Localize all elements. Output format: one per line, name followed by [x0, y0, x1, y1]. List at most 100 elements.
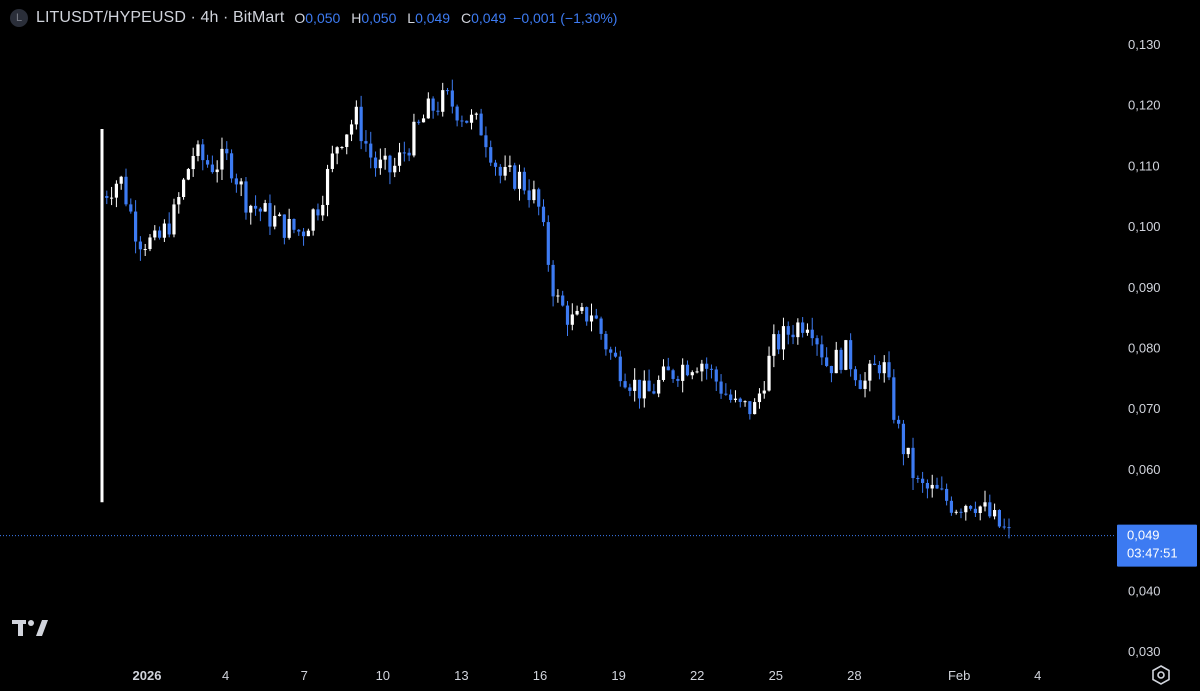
candle [479, 108, 483, 136]
candle [925, 479, 930, 499]
x-tick-label: 22 [690, 668, 704, 683]
candle [570, 303, 574, 331]
candle [1002, 518, 1006, 530]
candle [513, 162, 517, 191]
candle [613, 346, 618, 358]
candle [301, 227, 306, 246]
candle [445, 87, 450, 95]
candle [287, 208, 291, 240]
y-tick-label: 0,060 [1128, 462, 1161, 477]
candle [196, 140, 200, 162]
candle [863, 372, 867, 398]
candle [503, 155, 507, 181]
x-tick-label: 4 [1034, 668, 1041, 683]
candle [748, 401, 752, 420]
candle [969, 505, 973, 511]
candle [724, 383, 728, 396]
candle [253, 195, 258, 216]
candle [268, 194, 272, 236]
candle [676, 375, 680, 387]
candle [844, 339, 848, 371]
candle [417, 119, 421, 125]
candle [580, 302, 584, 314]
candles-layer [100, 79, 1011, 539]
y-tick-label: 0,110 [1128, 158, 1160, 173]
candle [599, 316, 603, 340]
symbol-title[interactable]: LITUSDT/HYPEUSD · 4h · BitMart [36, 9, 285, 26]
last-price-tag [1117, 524, 1197, 567]
candle [292, 218, 296, 234]
price-change: −0,001 (−1,30%) [513, 10, 618, 26]
y-tick-label: 0,090 [1128, 280, 1161, 295]
tradingview-logo-icon[interactable] [12, 618, 52, 643]
candle [469, 109, 474, 130]
settings-icon[interactable] [1150, 664, 1172, 691]
candle [801, 317, 805, 338]
candle [829, 365, 834, 383]
low-key: L [407, 10, 416, 26]
candle [436, 101, 440, 116]
candle [441, 82, 445, 117]
candle [575, 305, 579, 316]
candle [983, 490, 987, 512]
x-tick-label: 4 [222, 668, 229, 683]
price-overlay: 0,049 03:47:51 [0, 524, 1197, 567]
candle [594, 308, 598, 320]
candle [762, 381, 766, 399]
candle [997, 509, 1002, 529]
candle [609, 346, 613, 360]
high-value: 0,050 [361, 10, 397, 26]
candle [695, 367, 699, 374]
candle [201, 139, 205, 171]
candle [637, 379, 642, 409]
candle [666, 357, 670, 371]
candle [1007, 518, 1011, 539]
y-tick-label: 0,070 [1128, 401, 1161, 416]
candle [345, 134, 349, 155]
candle [493, 159, 498, 176]
candle [877, 361, 882, 380]
candle [249, 204, 253, 225]
candle [474, 112, 478, 120]
candle [705, 357, 709, 380]
bar-countdown-label: 03:47:51 [1127, 546, 1178, 561]
candle [282, 214, 286, 245]
candle [589, 303, 594, 332]
candle [738, 397, 742, 408]
candle [378, 148, 382, 175]
candle [906, 447, 910, 458]
candle [369, 131, 373, 169]
candle [508, 155, 512, 172]
candle [772, 324, 776, 368]
candle [177, 192, 181, 214]
candle [954, 509, 958, 515]
candle [556, 289, 560, 303]
candle [978, 505, 982, 521]
candle [153, 225, 157, 241]
candle [618, 350, 622, 387]
candle [354, 100, 358, 130]
y-tick-label: 0,100 [1128, 219, 1161, 234]
candle [820, 335, 824, 366]
candle [239, 178, 243, 197]
candle [690, 370, 694, 380]
candle [949, 496, 954, 516]
candle [551, 260, 555, 307]
candle [105, 190, 109, 205]
candle [657, 375, 661, 398]
candle [940, 476, 944, 491]
close-key: C [461, 10, 472, 26]
candle [767, 346, 771, 392]
candle [119, 175, 123, 190]
x-tick-label: 13 [454, 668, 468, 683]
candle [733, 390, 738, 403]
candle [215, 160, 219, 183]
candle [388, 154, 392, 185]
candle [642, 370, 646, 408]
price-axis: 0,130 0,120 0,110 0,100 0,090 0,080 0,070 0,060… [1128, 37, 1161, 659]
candle [258, 207, 262, 222]
candle [541, 199, 546, 227]
candle [522, 167, 526, 195]
candle [393, 157, 397, 178]
